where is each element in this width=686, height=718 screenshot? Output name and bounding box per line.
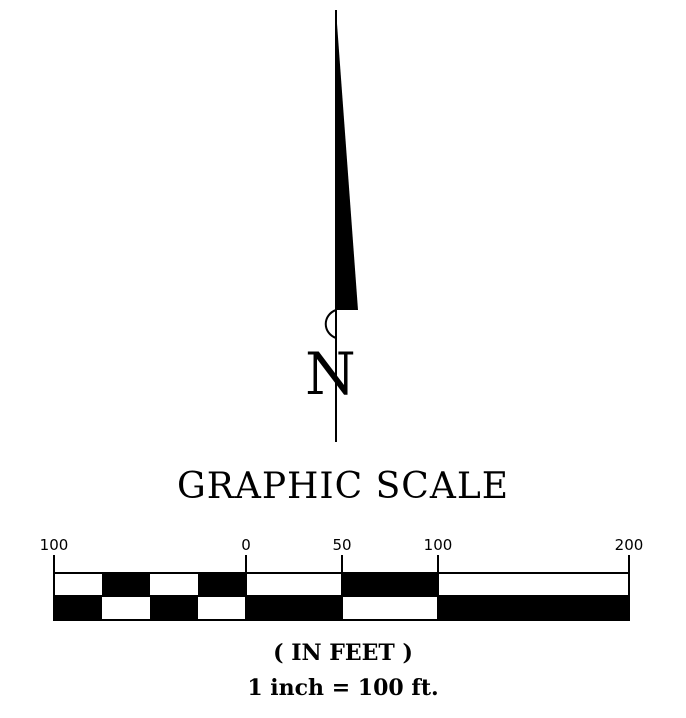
units-label: ( IN FEET ) (273, 640, 413, 666)
north-arrow-head (336, 10, 358, 310)
tick-label: 200 (614, 536, 644, 554)
north-label: N (305, 340, 356, 408)
scale-segment (342, 573, 438, 596)
north-arrow (324, 10, 358, 442)
scale-segment (246, 596, 342, 620)
scale-title: GRAPHIC SCALE (176, 466, 510, 507)
tick-label: 100 (39, 536, 69, 554)
ratio-label: 1 inch = 100 ft. (247, 675, 439, 701)
scale-segment (438, 596, 629, 620)
scale-segment (102, 573, 150, 596)
tick-label: 100 (423, 536, 453, 554)
tick-label: 0 (241, 536, 251, 554)
scale-segment (150, 596, 198, 620)
tick-label: 50 (332, 536, 352, 554)
scale-bar (53, 555, 630, 621)
scale-segment (198, 573, 246, 596)
north-arrow-half-circle (324, 309, 337, 339)
scale-segment (54, 596, 102, 620)
